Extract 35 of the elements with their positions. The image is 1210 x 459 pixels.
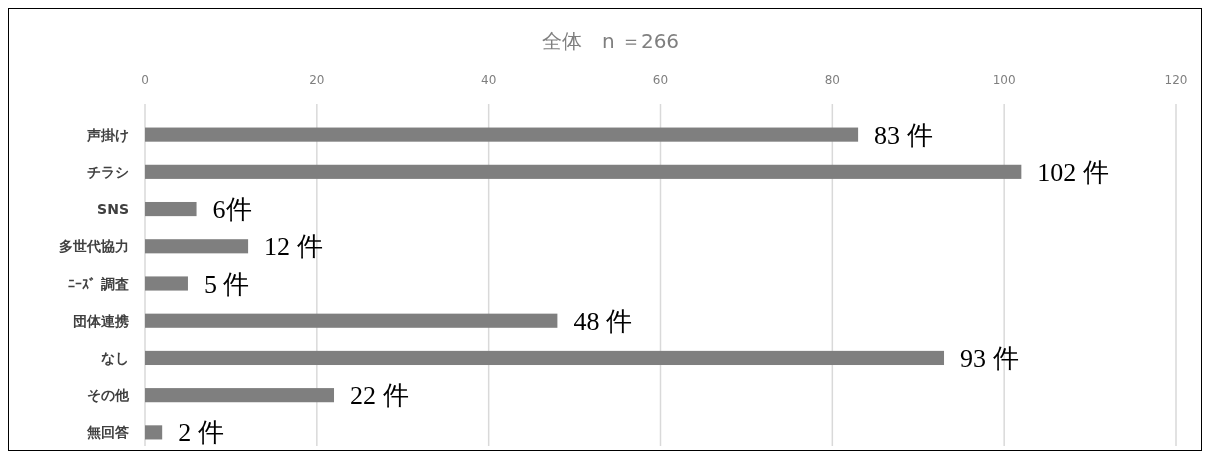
data-label: 48 件 — [573, 306, 632, 336]
y-tick-label: ﾆｰｽﾞ 調査 — [68, 275, 129, 292]
chart-title: 全体 n ＝266 — [541, 29, 680, 53]
y-tick-label: その他 — [87, 387, 130, 404]
y-tick-label: 無回答 — [86, 424, 129, 441]
x-tick-label: 100 — [992, 73, 1016, 87]
data-label: 102 件 — [1037, 157, 1109, 187]
bar — [145, 164, 1022, 179]
bar — [145, 239, 249, 254]
y-tick-label: なし — [101, 349, 129, 366]
data-label: 22 件 — [350, 381, 409, 411]
y-tick-label: 団体連携 — [73, 312, 129, 329]
data-label: 6件 — [212, 195, 252, 225]
data-label: 12 件 — [264, 232, 323, 262]
data-label: 83 件 — [874, 120, 933, 150]
x-tick-label: 0 — [141, 73, 149, 87]
x-tick-label: 40 — [481, 73, 497, 87]
x-tick-label: 20 — [309, 73, 325, 87]
y-tick-label: 多世代協力 — [59, 238, 129, 255]
bar — [145, 127, 859, 142]
x-tick-label: 80 — [824, 73, 840, 87]
bar — [145, 425, 163, 440]
bar — [145, 313, 558, 328]
x-tick-label: 60 — [652, 73, 669, 87]
y-tick-label: 声掛け — [86, 126, 129, 143]
bar — [145, 201, 197, 217]
data-label: 93 件 — [960, 343, 1019, 373]
y-tick-label: チラシ — [87, 163, 129, 180]
x-tick-label: 120 — [1164, 73, 1188, 87]
bar — [145, 276, 188, 291]
data-label: 5 件 — [203, 269, 250, 299]
bar — [145, 388, 335, 403]
bar — [145, 350, 945, 366]
y-tick-label: SNS — [97, 201, 129, 218]
data-label: 2 件 — [178, 418, 224, 448]
